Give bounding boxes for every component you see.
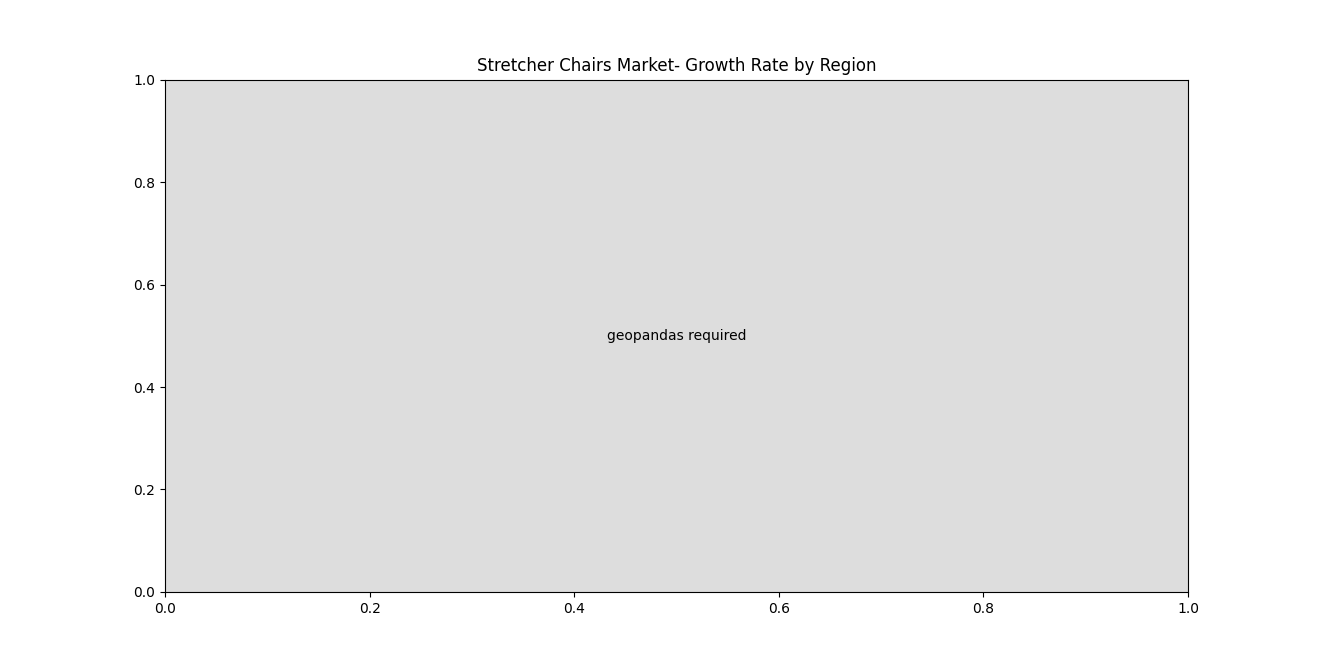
Text: geopandas required: geopandas required bbox=[607, 329, 746, 343]
Title: Stretcher Chairs Market- Growth Rate by Region: Stretcher Chairs Market- Growth Rate by … bbox=[477, 57, 876, 75]
